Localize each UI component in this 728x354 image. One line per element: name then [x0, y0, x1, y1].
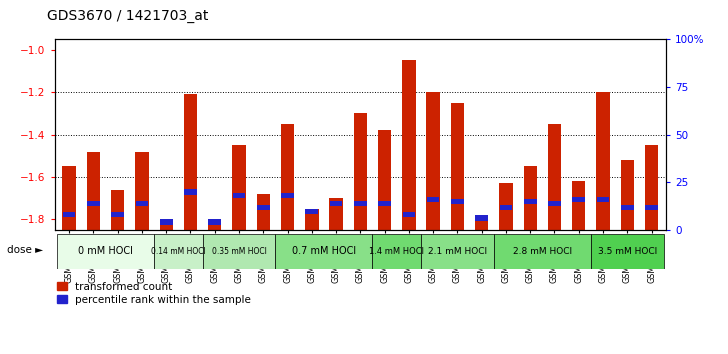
Bar	[451, 199, 464, 204]
Bar	[135, 201, 149, 206]
Bar	[523, 166, 537, 230]
Bar	[354, 201, 367, 206]
Bar	[160, 219, 173, 225]
Bar	[111, 190, 124, 230]
Bar	[475, 215, 488, 221]
Text: 3.5 mM HOCl: 3.5 mM HOCl	[598, 247, 657, 256]
Bar	[281, 124, 294, 230]
Bar	[135, 152, 149, 230]
Bar	[354, 113, 367, 230]
Bar	[275, 234, 373, 269]
Bar	[421, 234, 494, 269]
Bar	[257, 194, 270, 230]
Bar	[524, 199, 537, 204]
Bar	[306, 209, 318, 214]
Bar	[111, 212, 124, 217]
Bar	[232, 145, 246, 230]
Bar	[427, 197, 440, 202]
Bar	[159, 219, 173, 230]
Text: 2.1 mM HOCl: 2.1 mM HOCl	[428, 247, 487, 256]
Bar	[378, 130, 392, 230]
Bar	[427, 92, 440, 230]
Bar	[548, 124, 561, 230]
Bar	[621, 205, 633, 210]
Bar	[154, 234, 202, 269]
Bar	[379, 201, 391, 206]
Bar	[257, 205, 269, 210]
Bar	[596, 92, 610, 230]
Bar	[233, 193, 245, 198]
Bar	[499, 205, 513, 210]
Legend: transformed count, percentile rank within the sample: transformed count, percentile rank withi…	[52, 278, 256, 309]
Bar	[597, 197, 609, 202]
Bar	[57, 234, 154, 269]
Bar	[63, 212, 76, 217]
Bar	[63, 166, 76, 230]
Bar	[572, 197, 585, 202]
Bar	[403, 212, 415, 217]
Text: 0.14 mM HOCl: 0.14 mM HOCl	[151, 247, 206, 256]
Bar	[202, 234, 275, 269]
Text: GDS3670 / 1421703_at: GDS3670 / 1421703_at	[47, 9, 209, 23]
Bar	[330, 198, 343, 230]
Text: 0.7 mM HOCl: 0.7 mM HOCl	[292, 246, 356, 256]
Bar	[645, 145, 658, 230]
Text: 0.35 mM HOCl: 0.35 mM HOCl	[212, 247, 266, 256]
Bar	[281, 193, 294, 198]
Bar	[645, 205, 658, 210]
Bar	[494, 234, 591, 269]
Bar	[184, 189, 197, 194]
Bar	[330, 201, 342, 206]
Bar	[183, 94, 197, 230]
Bar	[620, 160, 634, 230]
Bar	[87, 152, 100, 230]
Bar	[572, 181, 585, 230]
Bar	[208, 219, 221, 225]
Text: 1.4 mM HOCl: 1.4 mM HOCl	[369, 247, 424, 256]
Bar	[591, 234, 664, 269]
Bar	[373, 234, 421, 269]
Bar	[548, 201, 561, 206]
Bar	[475, 215, 488, 230]
Bar	[208, 219, 221, 230]
Text: 2.8 mM HOCl: 2.8 mM HOCl	[513, 247, 572, 256]
Text: 0 mM HOCl: 0 mM HOCl	[78, 246, 133, 256]
Bar	[305, 209, 319, 230]
Bar	[499, 183, 513, 230]
Text: dose ►: dose ►	[7, 245, 44, 255]
Bar	[403, 60, 416, 230]
Bar	[451, 103, 464, 230]
Bar	[87, 201, 100, 206]
